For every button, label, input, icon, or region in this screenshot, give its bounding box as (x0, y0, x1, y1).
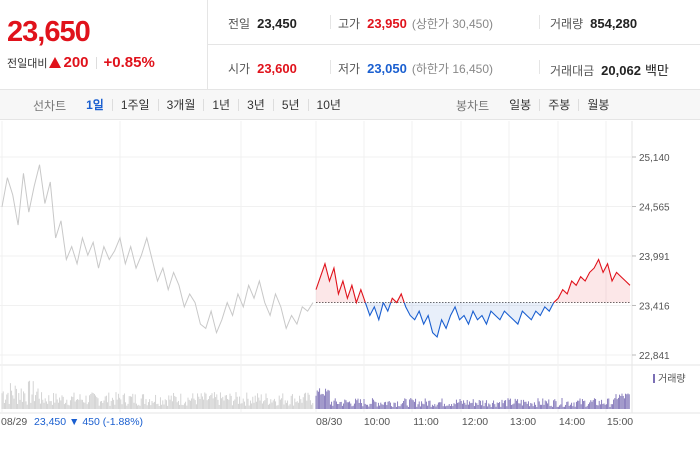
turnover-value: 20,062 (601, 63, 641, 78)
volume-panel: 거래량 (1, 373, 686, 409)
chart-tab-bar: 선차트 1일 1주일 3개월 1년 3년 5년 10년 봉차트 일봉 주봉 월봉 (0, 90, 700, 120)
x-label-time: 10:00 (364, 416, 390, 428)
current-price: 23,650 (7, 16, 91, 48)
x-label-today-date: 08/30 (316, 416, 342, 428)
divider (330, 60, 331, 74)
prev-day-line (1, 164, 314, 335)
candle-chart-label: 봉차트 (456, 98, 490, 113)
y-tick-label: 24,565 (639, 203, 670, 214)
down-area (383, 302, 391, 312)
tab-weekly-candle[interactable]: 주봉 (539, 99, 578, 111)
low-value: 23,050 (367, 61, 407, 76)
down-line (382, 302, 392, 313)
tab-3m[interactable]: 3개월 (157, 99, 204, 111)
low-cell: 저가 23,050 (하한가 16,450) (338, 60, 493, 77)
volume-value: 854,280 (590, 16, 638, 31)
x-label-time: 11:00 (413, 416, 439, 428)
x-label-time: 13:00 (510, 416, 536, 428)
prev-day-close-note: 23,450 ▼ 450 (-1.88%) (34, 416, 143, 428)
up-area (316, 263, 366, 303)
high-value: 23,950 (367, 16, 407, 31)
open-value: 23,600 (257, 61, 297, 76)
volume-cell: 거래량 854,280 (550, 15, 637, 32)
volume-label: 거래량 (550, 17, 584, 31)
change-label: 전일대비 (7, 57, 48, 70)
price-box: 23,650 전일대비 200 +0.85% (0, 0, 208, 90)
y-tick-label: 25,140 (639, 153, 670, 164)
tab-1d[interactable]: 1일 (86, 98, 104, 112)
tab-10y[interactable]: 10년 (307, 99, 349, 111)
upper-limit-value: 30,450 (452, 17, 490, 31)
x-label-time: 12:00 (462, 416, 488, 428)
y-tick-label: 22,841 (639, 351, 670, 362)
y-tick-label: 23,416 (639, 301, 670, 312)
lower-limit-value: 16,450 (452, 62, 490, 76)
y-tick-label: 23,991 (639, 252, 670, 263)
upper-limit-label: 상한가 (415, 17, 449, 31)
lower-limit-label: 하한가 (415, 62, 449, 76)
divider (330, 15, 331, 29)
turnover-cell: 거래대금 20,062 백만 (550, 60, 669, 79)
x-label-time: 15:00 (607, 416, 633, 428)
change-line: 전일대비 200 +0.85% (7, 54, 155, 71)
turnover-unit: 백만 (644, 63, 669, 78)
change-percent: +0.85% (103, 54, 155, 71)
price-lines (1, 164, 631, 339)
line-chart-label: 선차트 (33, 98, 67, 113)
price-chart: 25,140 24,565 23,991 23,416 22,841 거래량 08/29… (0, 121, 700, 428)
prev-close-label: 전일 (228, 17, 251, 31)
down-line (403, 302, 555, 339)
tab-1y[interactable]: 1년 (203, 99, 238, 111)
up-line (553, 258, 631, 303)
y-axis: 25,140 24,565 23,991 23,416 22,841 (632, 153, 670, 362)
tab-5y[interactable]: 5년 (272, 99, 308, 111)
tab-daily-candle[interactable]: 일봉 (509, 98, 532, 112)
low-label: 저가 (338, 62, 361, 76)
upper-limit: (상한가 30,450) (411, 17, 494, 31)
volume-legend-label: 거래량 (658, 373, 686, 385)
down-area (404, 302, 554, 337)
info-row-1: 전일 23,450 고가 23,950 (상한가 30,450) 거래량 854… (208, 0, 700, 45)
up-area (553, 259, 630, 303)
x-axis: 08/29 23,450 ▼ 450 (-1.88%) 08/30 10:00 11:0… (1, 416, 633, 428)
prev-close-value: 23,450 (257, 16, 297, 31)
up-triangle-icon (49, 57, 62, 68)
open-cell: 시가 23,600 (228, 60, 297, 77)
info-row-2: 시가 23,600 저가 23,050 (하한가 16,450) 거래대금 20… (208, 45, 700, 90)
change-value: 200 (63, 54, 89, 71)
turnover-label: 거래대금 (550, 64, 595, 78)
lower-limit: (하한가 16,450) (411, 62, 494, 76)
prev-close-cell: 전일 23,450 (228, 15, 297, 32)
tab-monthly-candle[interactable]: 월봉 (578, 99, 617, 111)
up-line (315, 261, 366, 305)
quote-summary: 23,650 전일대비 200 +0.85% 전일 23,450 고가 23,9… (0, 0, 700, 90)
x-label-prev-date: 08/29 (1, 416, 27, 428)
quote-info-grid: 전일 23,450 고가 23,950 (상한가 30,450) 거래량 854… (208, 0, 700, 90)
divider (95, 56, 97, 69)
high-label: 고가 (338, 17, 361, 31)
volume-legend-swatch (653, 374, 655, 383)
divider (539, 15, 540, 29)
line-chart-tabs: 선차트 1일 1주일 3개월 1년 3년 5년 10년 (33, 90, 349, 120)
divider (539, 60, 540, 74)
candle-chart-tabs: 봉차트 일봉 주봉 월봉 (456, 90, 617, 120)
open-label: 시가 (228, 62, 251, 76)
tab-1w[interactable]: 1주일 (111, 99, 158, 111)
tab-3y[interactable]: 3년 (238, 99, 273, 111)
down-line (364, 302, 384, 322)
x-label-time: 14:00 (559, 416, 585, 428)
high-cell: 고가 23,950 (상한가 30,450) (338, 15, 493, 32)
up-line (390, 292, 405, 304)
